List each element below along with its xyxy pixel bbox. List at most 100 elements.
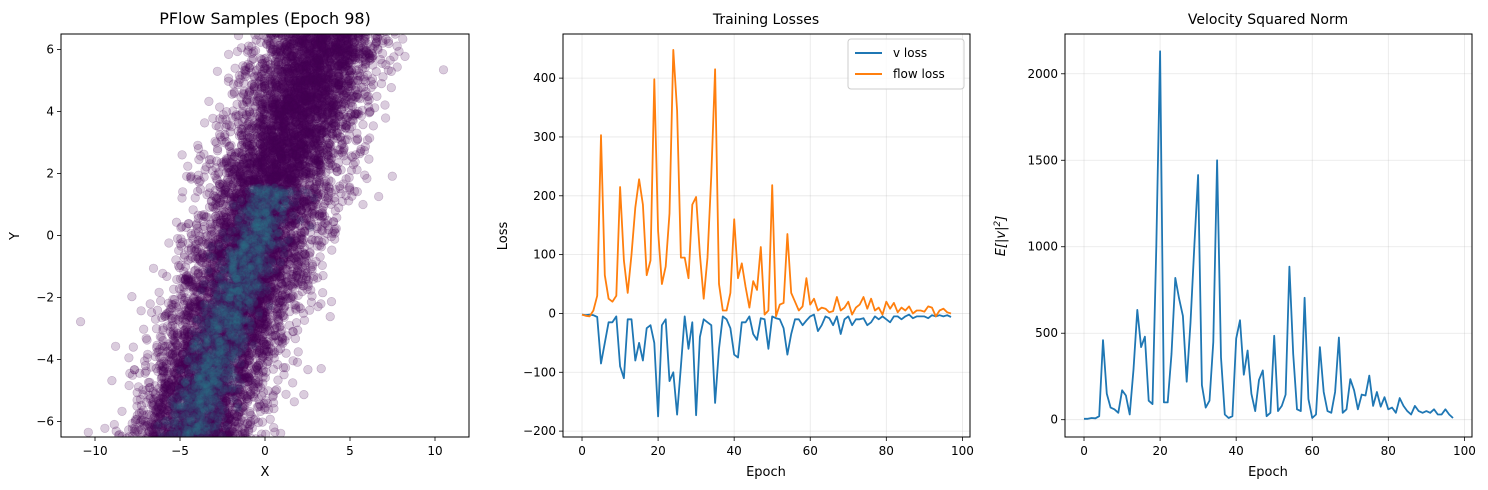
scatter-point — [342, 40, 352, 50]
scatter-point — [153, 440, 162, 449]
scatter-point — [360, 63, 370, 73]
scatter-point — [254, 296, 264, 306]
scatter-point — [188, 440, 197, 449]
scatter-point — [237, 256, 247, 266]
scatter-point — [245, 349, 255, 359]
scatter-point — [125, 438, 134, 447]
scatter-point — [284, 67, 294, 77]
scatter-point — [190, 439, 199, 448]
scatter-point — [210, 306, 220, 316]
scatter-point — [176, 428, 186, 437]
scatter-point — [388, 21, 397, 30]
scatter-point — [274, 235, 284, 246]
scatter-point — [229, 87, 239, 97]
scatter-point — [262, 39, 272, 49]
scatter-point — [209, 436, 212, 437]
scatter-point — [240, 127, 250, 137]
scatter-point — [288, 378, 298, 388]
scatter-point — [189, 441, 198, 450]
scatter-point — [233, 173, 243, 183]
scatter-point — [236, 240, 246, 251]
scatter-point — [337, 196, 348, 207]
scatter-point — [187, 385, 197, 395]
scatter-point — [156, 296, 166, 306]
scatter-point — [289, 69, 299, 79]
scatter-point — [227, 161, 237, 172]
scatter-point — [209, 441, 218, 450]
scatter-point — [229, 437, 238, 446]
scatter-point — [232, 440, 241, 449]
scatter-point — [226, 311, 236, 321]
scatter-point — [203, 442, 212, 451]
scatter-point — [288, 143, 298, 153]
scatter-point — [164, 238, 174, 248]
scatter-point — [263, 346, 274, 356]
scatter-point — [243, 176, 253, 186]
scatter-point — [231, 243, 241, 253]
scatter-point — [219, 356, 229, 366]
scatter-point — [117, 406, 127, 416]
scatter-point — [319, 93, 329, 103]
scatter-point — [208, 349, 218, 359]
scatter-point — [197, 438, 206, 447]
scatter-point — [192, 441, 201, 450]
scatter-point — [201, 441, 210, 450]
scatter-point — [269, 330, 279, 341]
scatter-point — [288, 49, 298, 59]
scatter-point — [285, 81, 295, 92]
scatter-point — [203, 436, 210, 437]
scatter-point — [257, 265, 268, 275]
scatter-point — [285, 51, 295, 62]
scatter-point — [267, 282, 277, 293]
scatter-point — [200, 442, 209, 451]
scatter-point — [211, 436, 216, 437]
scatter-point — [345, 182, 355, 192]
scatter-point — [249, 96, 259, 106]
scatter-point — [245, 106, 255, 117]
scatter-point — [236, 175, 246, 185]
scatter-point — [259, 192, 269, 202]
scatter-point — [228, 339, 238, 349]
scatter-point — [281, 147, 291, 157]
scatter-point — [195, 439, 204, 448]
scatter-point — [261, 237, 271, 247]
scatter-point — [247, 336, 257, 346]
scatter-point — [218, 233, 228, 243]
scatter-point — [221, 294, 231, 304]
scatter-point — [280, 282, 290, 292]
scatter-point — [257, 331, 267, 341]
scatter-point — [199, 285, 209, 295]
scatter-point — [289, 35, 299, 46]
scatter-point — [158, 441, 167, 450]
scatter-point — [135, 439, 144, 448]
scatter-point — [272, 135, 282, 145]
scatter-point — [274, 271, 285, 281]
scatter-point — [213, 440, 222, 449]
scatter-point — [109, 419, 119, 430]
scatter-point — [240, 193, 250, 203]
scatter-point — [296, 146, 306, 156]
scatter-point — [374, 191, 384, 202]
scatter-point — [323, 84, 333, 95]
scatter-point — [178, 368, 188, 379]
scatter-point — [258, 144, 268, 154]
scatter-point — [319, 55, 329, 65]
scatter-point — [290, 92, 300, 102]
scatter-point — [220, 208, 231, 218]
scatter-point — [100, 423, 110, 433]
scatter-point — [368, 121, 378, 131]
scatter-point — [345, 117, 355, 127]
scatter-point — [220, 317, 230, 327]
scatter-point — [250, 34, 260, 40]
scatter-point — [128, 342, 138, 352]
scatter-point — [204, 96, 214, 106]
scatter-point — [219, 320, 229, 330]
scatter-point — [144, 439, 153, 448]
scatter-point — [230, 63, 240, 73]
scatter-point — [253, 290, 263, 300]
scatter-point — [187, 310, 197, 320]
scatter-point — [317, 205, 328, 215]
scatter-point — [242, 165, 252, 175]
scatter-point — [293, 347, 303, 357]
scatter-point — [223, 384, 233, 394]
